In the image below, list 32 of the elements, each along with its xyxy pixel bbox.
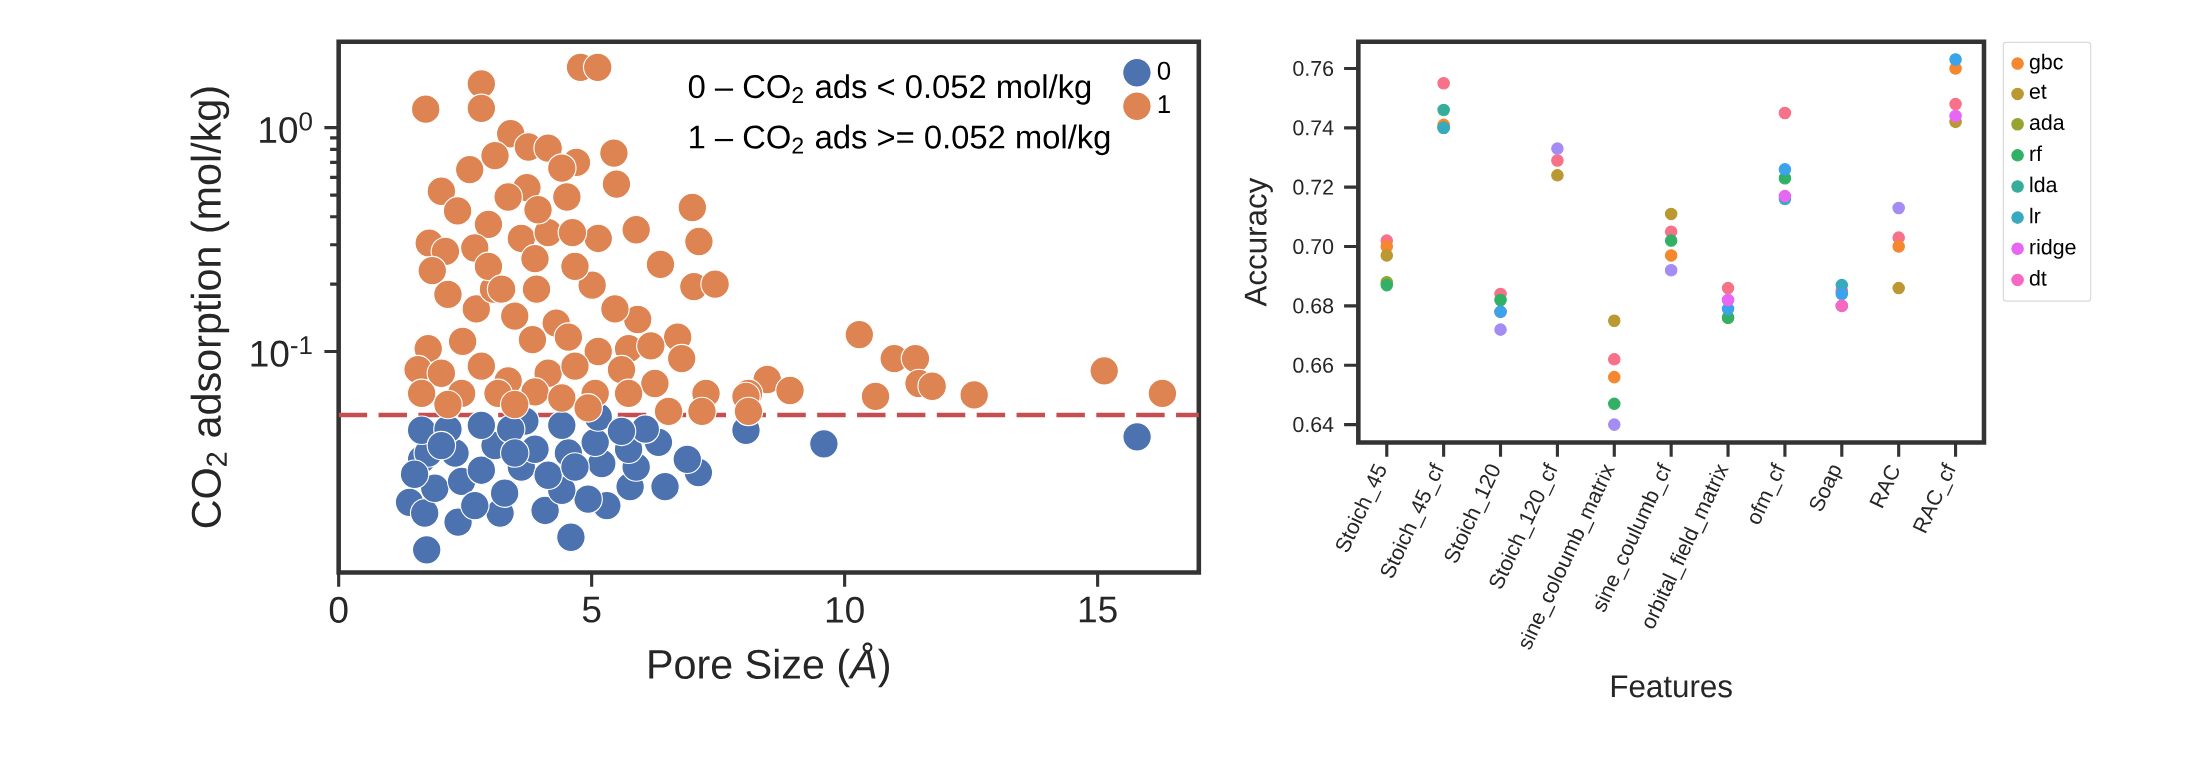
y-tick-label: 0.70	[1293, 238, 1334, 254]
y-tick-label: 0.72	[1293, 179, 1333, 195]
y-tick-label: 0.76	[1293, 60, 1334, 76]
y-tick-label: 10$^{-1}$	[251, 336, 312, 367]
y-axis-title: CO$_{2}$ adsorption (mol/kg)	[190, 87, 230, 528]
annotation: 0 – CO$_{2}$ ads < 0.052 mol/kg	[688, 74, 1091, 105]
legend-label: lr	[2030, 207, 2041, 224]
x-tick-label: 10	[826, 596, 864, 623]
x-tick-label: 0	[329, 596, 348, 623]
x-tick-label: RAC	[1869, 464, 1899, 509]
x-tick-label: 15	[1079, 596, 1117, 623]
x-tick-label: ofm_cf	[1750, 461, 1785, 524]
legend-label: et	[2029, 84, 2047, 99]
x-axis-title: Features	[1611, 675, 1732, 698]
y-tick-label: 0.66	[1293, 357, 1334, 373]
x-axis-title: Pore Size (Å)	[649, 642, 889, 688]
x-tick-label: 5	[582, 596, 601, 623]
legend-label: 0	[1157, 61, 1171, 80]
x-tick-label: Soap	[1809, 465, 1843, 511]
y-axis-title: Accuracy	[1244, 177, 1273, 307]
y-tick-label: 0.68	[1293, 298, 1334, 314]
y-tick-label: 10$^{0}$	[260, 112, 312, 143]
legend-label: lda	[2030, 176, 2058, 193]
y-tick-label: 0.74	[1293, 120, 1334, 136]
annotation: 1 – CO$_{2}$ ads >= 0.052 mol/kg	[690, 124, 1110, 156]
legend-label: dt	[2029, 269, 2047, 286]
legend-label: ridge	[2030, 238, 2076, 259]
legend-label: gbc	[2029, 53, 2063, 74]
legend-label: rf	[2030, 145, 2043, 161]
legend-label: ada	[2029, 114, 2065, 130]
legend-label: 1	[1158, 95, 1170, 113]
y-tick-label: 0.64	[1293, 416, 1334, 433]
